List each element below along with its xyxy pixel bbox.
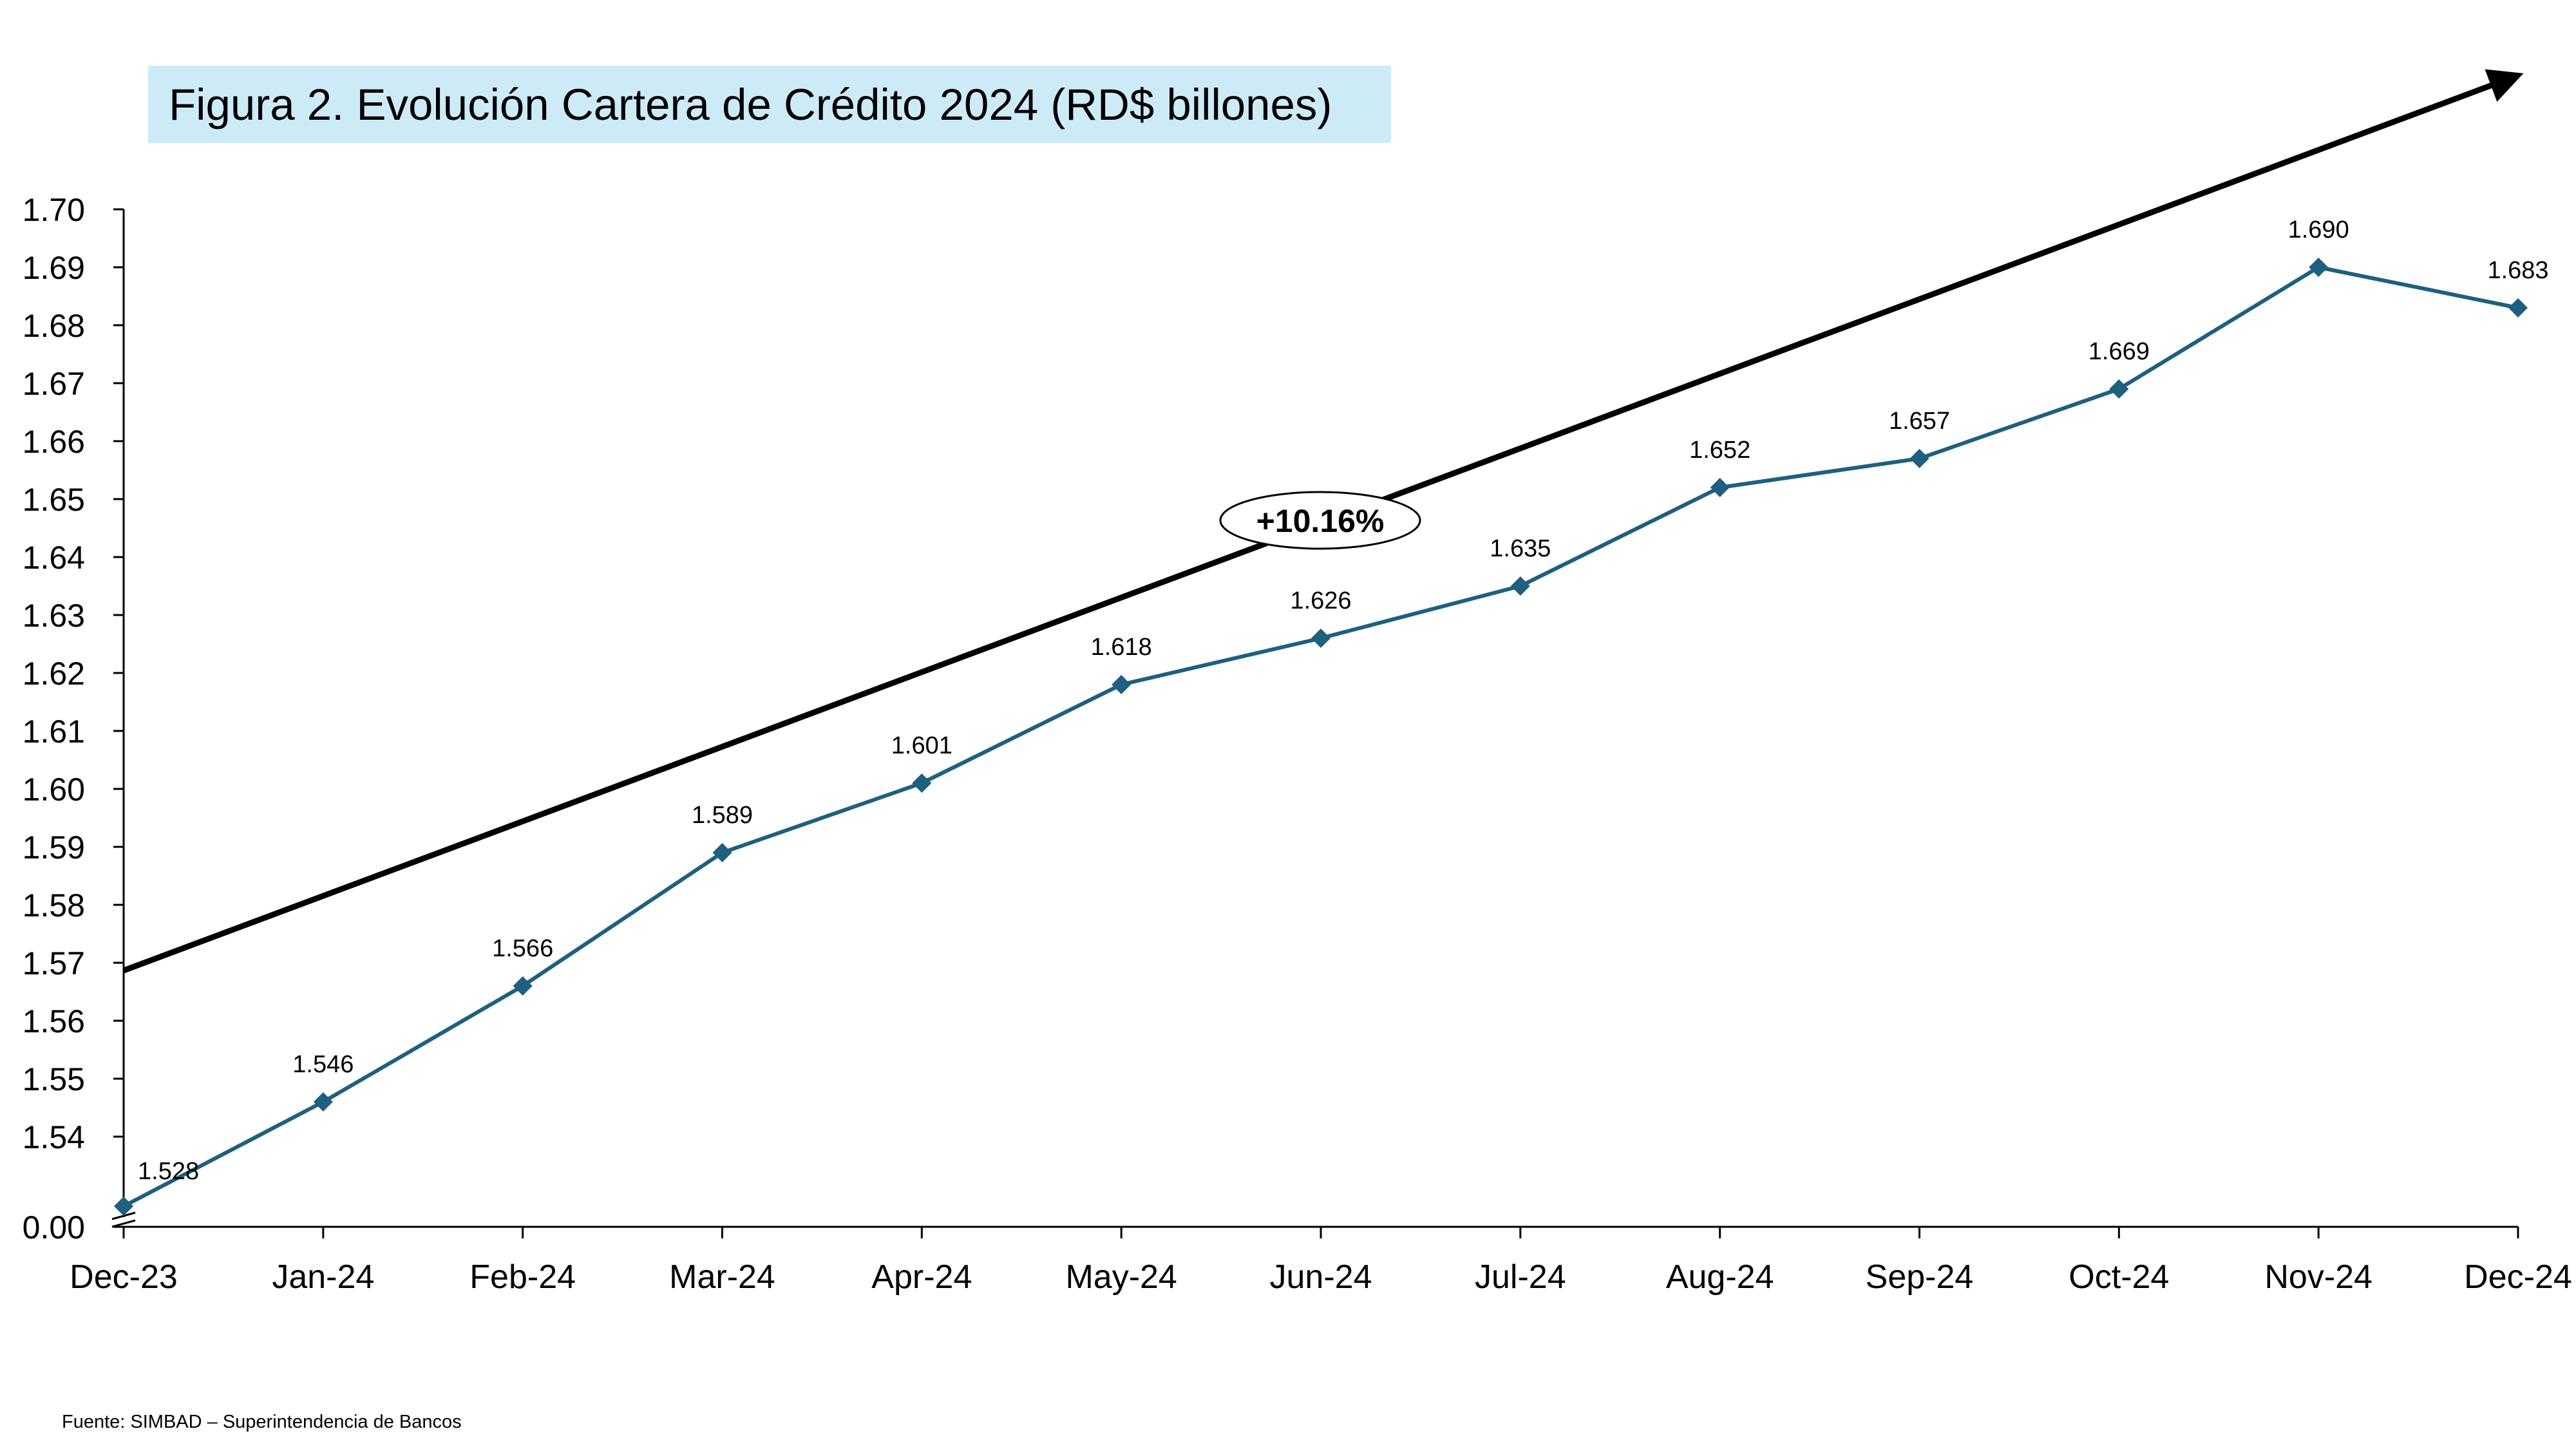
y-axis-break-mark xyxy=(111,1219,136,1228)
chart-title-box: Figura 2. Evolución Cartera de Crédito 2… xyxy=(148,66,1391,143)
y-tick-label: 1.62 xyxy=(23,656,85,692)
y-tick-label: 1.59 xyxy=(23,829,85,866)
data-labels-group: 1.528 1.546 1.566 1.589 1.601 1.618 1.626 1.635… xyxy=(138,216,2549,1185)
data-label: 1.589 xyxy=(692,802,753,829)
y-tick-label: 1.61 xyxy=(23,714,85,750)
y-tick-label: 1.57 xyxy=(23,945,85,981)
x-tick-label: Jun-24 xyxy=(1270,1258,1372,1296)
data-point xyxy=(2309,258,2329,277)
data-label: 1.566 xyxy=(492,935,553,962)
y-tick-label: 1.65 xyxy=(23,482,85,518)
data-label: 1.635 xyxy=(1490,535,1551,562)
data-point xyxy=(313,1092,333,1112)
chart-title: Figura 2. Evolución Cartera de Crédito 2… xyxy=(169,80,1332,129)
y-tick-label: 1.64 xyxy=(23,540,85,576)
source-note: Fuente: SIMBAD – Superintendencia de Ban… xyxy=(62,1412,462,1432)
y-tick-label: 1.67 xyxy=(23,366,85,402)
y-tick-label: 1.63 xyxy=(23,598,85,634)
y-tick-label: 1.56 xyxy=(23,1003,85,1039)
x-tick-label: Apr-24 xyxy=(871,1258,972,1296)
x-tick-label: Sep-24 xyxy=(1866,1258,1974,1296)
data-label: 1.683 xyxy=(2487,257,2548,284)
data-label: 1.601 xyxy=(891,732,952,759)
data-point xyxy=(1510,576,1530,596)
data-point xyxy=(1909,449,1929,468)
data-point xyxy=(114,1197,133,1216)
data-label: 1.528 xyxy=(138,1158,199,1185)
data-label: 1.669 xyxy=(2088,338,2150,365)
data-point xyxy=(1710,478,1730,497)
y-tick-label: 1.69 xyxy=(23,250,85,286)
y-tick-label: 1.58 xyxy=(23,887,85,923)
x-tick-label: Jan-24 xyxy=(272,1258,374,1296)
trend-label: +10.16% xyxy=(1256,503,1385,539)
x-tick-label: May-24 xyxy=(1065,1258,1177,1296)
x-tick-label: Aug-24 xyxy=(1666,1258,1774,1296)
series-line xyxy=(122,265,2519,1208)
x-tick-label: Dec-24 xyxy=(2464,1258,2572,1296)
y-origin-label: 0.00 xyxy=(23,1209,85,1245)
data-point xyxy=(2508,298,2528,317)
data-label: 1.618 xyxy=(1091,634,1152,661)
x-tick-label: Jul-24 xyxy=(1475,1258,1566,1296)
data-label: 1.626 xyxy=(1290,587,1351,614)
data-point xyxy=(2109,379,2129,399)
data-point xyxy=(513,976,533,996)
y-tick-label: 1.68 xyxy=(23,308,85,344)
trend-label-ellipse xyxy=(1219,491,1421,550)
x-tick-label: Dec-23 xyxy=(70,1258,178,1296)
y-tick-label: 1.70 xyxy=(23,192,85,228)
x-tick-label: Mar-24 xyxy=(669,1258,775,1296)
y-tick-label: 1.66 xyxy=(23,424,85,460)
x-tick-label: Nov-24 xyxy=(2264,1258,2372,1296)
series-group xyxy=(114,258,2528,1216)
x-tick-label: Feb-24 xyxy=(469,1258,576,1296)
y-tick-label: 1.60 xyxy=(23,772,85,808)
trend-arrow-group: +10.16% xyxy=(122,69,2524,974)
data-label: 1.546 xyxy=(292,1051,354,1078)
data-point xyxy=(912,773,932,793)
data-label: 1.690 xyxy=(2288,216,2349,243)
data-label: 1.657 xyxy=(1889,408,1950,435)
y-tick-label: 1.54 xyxy=(23,1119,85,1155)
axes: 1.54 1.55 1.56 1.57 1.58 1.59 1.60 1.61 1.62 1.63… xyxy=(23,192,2572,1296)
y-tick-label: 1.55 xyxy=(23,1061,85,1097)
data-point xyxy=(1311,629,1331,648)
data-point xyxy=(1112,675,1132,694)
data-label: 1.652 xyxy=(1689,437,1750,464)
data-point xyxy=(712,843,732,862)
x-tick-label: Oct-24 xyxy=(2069,1258,2169,1296)
